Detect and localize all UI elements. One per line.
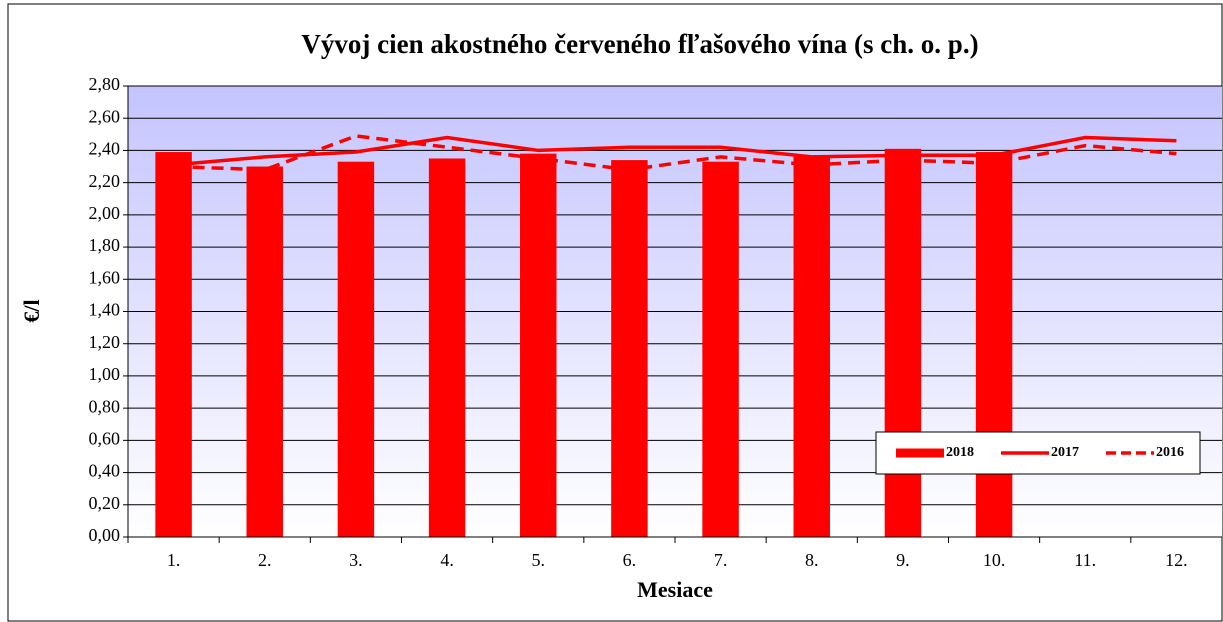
y-tick-label: 1,60 — [89, 267, 121, 287]
y-tick-label: 0,60 — [89, 428, 121, 448]
y-tick-label: 1,00 — [89, 364, 121, 384]
y-axis-label: €/l — [19, 299, 44, 322]
x-tick-label: 12. — [1165, 550, 1188, 570]
bar — [611, 160, 648, 538]
x-tick-label: 8. — [805, 550, 819, 570]
x-axis-label: Mesiace — [637, 577, 713, 602]
y-tick-label: 1,20 — [89, 332, 121, 352]
x-tick-label: 5. — [532, 550, 546, 570]
x-tick-label: 10. — [983, 550, 1006, 570]
x-tick-label: 9. — [896, 550, 910, 570]
x-tick-label: 2. — [258, 550, 272, 570]
legend-label: 2017 — [1051, 445, 1079, 460]
bar — [975, 152, 1013, 537]
legend-label: 2018 — [946, 445, 974, 460]
y-tick-label: 1,40 — [89, 300, 121, 320]
y-tick-label: 2,40 — [89, 139, 121, 159]
y-tick-label: 1,80 — [89, 235, 121, 255]
y-tick-label: 0,00 — [89, 525, 121, 545]
chart-title: Vývoj cien akostného červeného fľašového… — [301, 29, 978, 59]
x-tick-label: 1. — [167, 550, 181, 570]
bar — [793, 155, 830, 537]
line — [173, 135, 1177, 167]
bar — [337, 161, 375, 538]
y-tick-label: 2,60 — [89, 106, 121, 126]
y-tick-label: 2,20 — [89, 171, 121, 191]
x-tick-label: 7. — [714, 550, 728, 570]
x-tick-label: 3. — [349, 550, 363, 570]
bar — [884, 148, 922, 537]
y-tick-label: 2,00 — [89, 203, 121, 223]
bar — [520, 153, 557, 537]
bar — [155, 152, 192, 537]
y-tick-label: 2,80 — [89, 74, 121, 94]
line — [173, 134, 1177, 172]
x-tick-label: 6. — [623, 550, 637, 570]
y-tick-label: 0,20 — [89, 493, 121, 513]
y-tick-label: 0,80 — [89, 396, 121, 416]
legend-label: 2016 — [1156, 445, 1184, 460]
bar — [702, 161, 739, 538]
x-tick-label: 11. — [1074, 550, 1096, 570]
y-tick-label: 0,40 — [89, 461, 121, 481]
x-tick-label: 4. — [440, 550, 454, 570]
bar — [246, 166, 283, 538]
bar — [428, 158, 466, 537]
